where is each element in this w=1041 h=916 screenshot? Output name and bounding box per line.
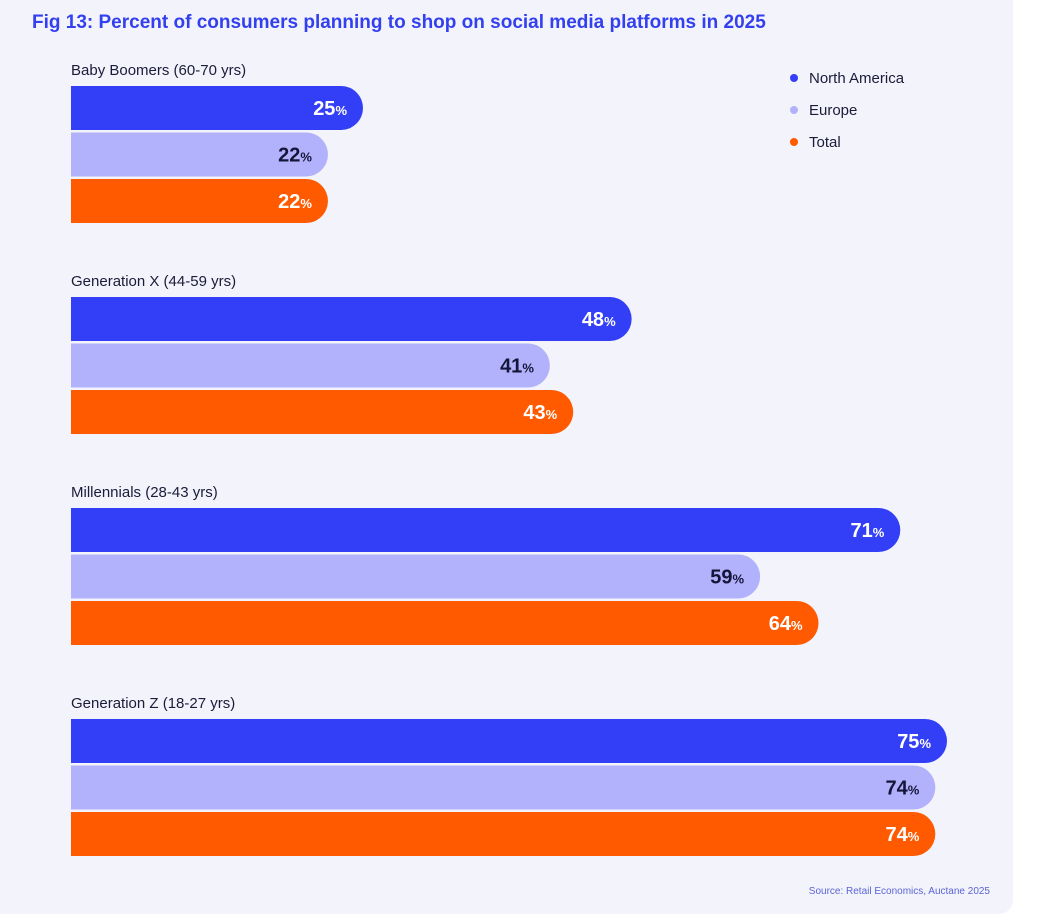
bar-millennials-europe	[71, 554, 761, 599]
legend-label-total: Total	[809, 133, 841, 151]
legend-swatch-europe	[790, 106, 798, 114]
legend-swatch-total	[790, 138, 798, 146]
chart-title: Fig 13: Percent of consumers planning to…	[32, 12, 766, 33]
bar-baby-boomers-north-america	[71, 86, 363, 130]
chart-legend: North America Europe Total	[790, 62, 904, 158]
value-label-millennials-europe: 59%	[710, 567, 744, 589]
bar-generation-x-europe	[71, 343, 550, 388]
bar-millennials-total	[71, 601, 819, 645]
legend-swatch-north-america	[790, 74, 798, 82]
value-label-generation-x-north-america: 48%	[582, 309, 616, 331]
value-label-generation-z-north-america: 75%	[897, 731, 931, 753]
value-label-millennials-north-america: 71%	[850, 520, 884, 542]
chart-card: Fig 13: Percent of consumers planning to…	[0, 0, 1013, 914]
category-label-millennials: Millennials (28-43 yrs)	[71, 484, 218, 501]
bar-generation-z-north-america	[71, 719, 947, 763]
bar-chart: Baby Boomers (60-70 yrs) 25% 22% 22% Generat…	[71, 62, 947, 856]
value-label-baby-boomers-europe: 22%	[278, 145, 312, 167]
bar-baby-boomers-europe	[71, 132, 328, 177]
value-label-generation-z-total: 74%	[886, 824, 920, 846]
bar-baby-boomers-total	[71, 179, 328, 223]
bar-generation-z-total	[71, 812, 936, 856]
bar-millennials-north-america	[71, 508, 901, 552]
value-label-baby-boomers-north-america: 25%	[313, 98, 347, 120]
legend-item-total: Total	[790, 126, 904, 158]
bar-generation-x-total	[71, 390, 574, 434]
value-label-generation-z-europe: 74%	[886, 778, 920, 800]
category-label-generation-z: Generation Z (18-27 yrs)	[71, 695, 235, 712]
bar-generation-x-north-america	[71, 297, 632, 341]
value-label-generation-x-total: 43%	[523, 402, 557, 424]
legend-label-europe: Europe	[809, 101, 858, 119]
legend-item-north-america: North America	[790, 62, 904, 94]
legend-label-north-america: North America	[809, 69, 905, 87]
source-note: Source: Retail Economics, Auctane 2025	[808, 886, 990, 897]
category-label-baby-boomers: Baby Boomers (60-70 yrs)	[71, 62, 246, 79]
value-label-generation-x-europe: 41%	[500, 356, 534, 378]
category-label-generation-x: Generation X (44-59 yrs)	[71, 273, 236, 290]
legend-item-europe: Europe	[790, 94, 904, 126]
bar-generation-z-europe	[71, 765, 936, 810]
value-label-baby-boomers-total: 22%	[278, 191, 312, 213]
value-label-millennials-total: 64%	[769, 613, 803, 635]
